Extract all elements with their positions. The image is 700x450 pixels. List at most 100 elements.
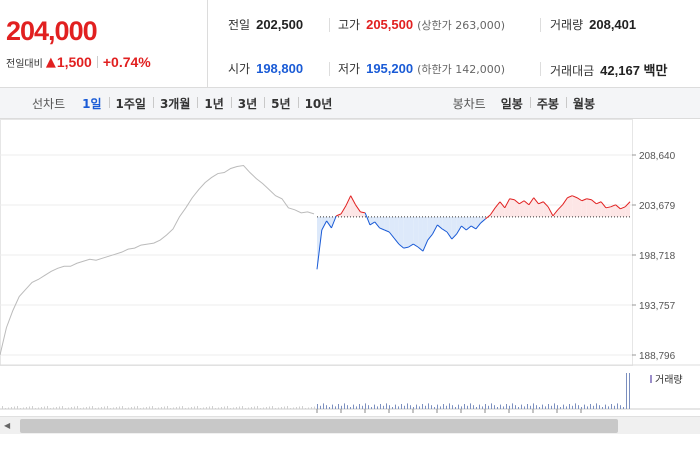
volume-bar <box>167 406 168 409</box>
volume-bar <box>347 405 348 409</box>
today-line-segment <box>369 221 376 226</box>
volume-bar <box>83 407 84 409</box>
period-10y[interactable]: 10년 <box>297 95 340 112</box>
today-line-segment <box>379 227 385 231</box>
volume-bar <box>614 405 615 409</box>
today-area-segment <box>403 216 409 249</box>
volume-bar <box>521 404 522 409</box>
chart-svg[interactable]: 208,640 203,679 198,718 193,757 188,796 거래량 <box>0 119 700 416</box>
volume-bar <box>617 403 618 409</box>
volume-legend-swatch <box>650 375 652 383</box>
stat-prev-close: 전일 202,500 <box>228 16 303 33</box>
today-line-segment <box>528 197 535 206</box>
volume-bar <box>152 406 153 409</box>
volume-bar <box>446 405 447 409</box>
today-line-segment <box>336 213 342 217</box>
volume-bar <box>218 407 219 409</box>
volume-bar <box>359 404 360 409</box>
volume-bar <box>248 407 249 409</box>
volume-bar <box>53 407 54 409</box>
candle-weekly[interactable]: 주봉 <box>529 95 566 112</box>
volume-bar <box>605 404 606 409</box>
volume-bar <box>431 405 432 409</box>
divider <box>540 62 541 76</box>
volume-bar <box>350 407 351 409</box>
volume-bar <box>305 408 306 409</box>
volume-bar <box>146 407 147 409</box>
volume-bar <box>500 404 501 409</box>
today-line-segment <box>321 220 328 231</box>
today-area-segment <box>499 201 505 217</box>
candle-daily[interactable]: 일봉 <box>500 96 523 111</box>
candle-monthly[interactable]: 월봉 <box>565 95 602 112</box>
volume-bar <box>341 405 342 409</box>
today-line-segment <box>624 201 631 208</box>
today-area-segment <box>471 216 476 229</box>
prev-day-line <box>0 164 315 356</box>
stat-value: 42,167 백만 <box>600 63 668 78</box>
period-1d[interactable]: 1일 <box>82 96 102 111</box>
volume-bar <box>407 403 408 409</box>
volume-bar <box>215 408 216 409</box>
volume-bar <box>425 405 426 409</box>
quote-summary: 204,000 전일대비 ▲ 1,500 +0.74% 전일 202,500 고… <box>0 0 700 88</box>
volume-bar <box>434 407 435 409</box>
today-line-segment <box>384 229 390 233</box>
period-1w[interactable]: 1주일 <box>108 95 153 112</box>
period-1y[interactable]: 1년 <box>197 95 230 112</box>
volume-bar <box>104 406 105 409</box>
today-line-segment <box>441 228 448 233</box>
candle-chart-label: 봉차트 <box>452 96 486 111</box>
today-area-segment <box>451 216 457 240</box>
volume-bar <box>611 404 612 409</box>
today-area-segment <box>620 206 626 217</box>
period-5y[interactable]: 5년 <box>264 95 297 112</box>
today-area-segment <box>456 216 462 235</box>
stat-value: 205,500 <box>366 17 414 32</box>
volume-bar <box>497 407 498 409</box>
volume-bar <box>344 403 345 409</box>
volume-bar <box>374 404 375 409</box>
volume-bar <box>11 407 12 409</box>
volume-bar <box>299 406 300 409</box>
volume-bar <box>257 406 258 409</box>
scroll-left-icon[interactable]: ◀ <box>4 421 11 430</box>
volume-bar <box>515 405 516 409</box>
volume-bar <box>203 407 204 409</box>
price-chart[interactable]: 208,640 203,679 198,718 193,757 188,796 거래량 <box>0 119 700 416</box>
volume-bar <box>527 404 528 409</box>
volume-bar <box>200 408 201 409</box>
volume-bar <box>113 407 114 409</box>
today-line-segment <box>542 201 549 208</box>
today-area-segment <box>528 197 534 217</box>
volume-bar <box>206 407 207 409</box>
upper-limit-text: (상한가 263,000) <box>417 19 506 32</box>
volume-bar <box>296 407 297 409</box>
volume-bar <box>41 407 42 409</box>
volume-bar <box>524 406 525 409</box>
volume-bar <box>440 406 441 409</box>
chart-scrollbar[interactable]: ◀ <box>0 416 700 434</box>
today-area-segment <box>567 195 573 217</box>
volume-bar <box>368 405 369 409</box>
volume-bar <box>38 407 39 409</box>
period-3y[interactable]: 3년 <box>230 95 264 112</box>
today-line-segment <box>572 195 578 199</box>
volume-bar <box>455 407 456 409</box>
today-area-segment <box>514 199 520 217</box>
volume-bar <box>176 407 177 409</box>
period-3m[interactable]: 3개월 <box>152 95 197 112</box>
stat-high: 고가 205,500 (상한가 263,000) <box>338 16 505 33</box>
stat-low: 저가 195,200 (하한가 142,000) <box>338 60 505 77</box>
volume-bar <box>566 406 567 409</box>
volume-bar <box>101 407 102 409</box>
volume-bar <box>461 406 462 409</box>
today-area-segment <box>610 204 616 217</box>
up-triangle-icon: ▲ <box>45 54 56 70</box>
volume-bar <box>620 405 621 409</box>
today-area-segment <box>495 201 500 217</box>
today-line-segment <box>408 243 414 248</box>
scroll-thumb[interactable] <box>20 419 618 433</box>
today-line-segment <box>355 204 361 213</box>
today-line-segment <box>364 212 371 226</box>
